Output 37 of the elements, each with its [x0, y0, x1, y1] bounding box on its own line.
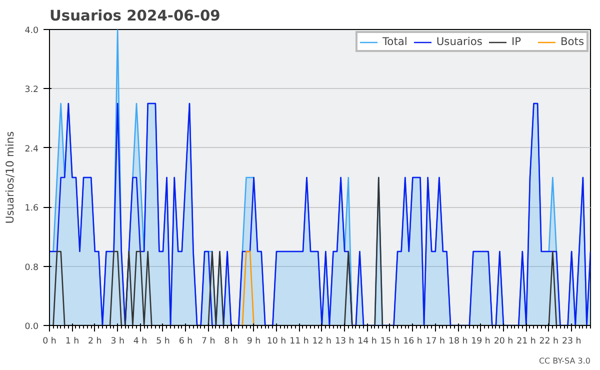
- x-tick-label: 22 h: [539, 336, 559, 346]
- x-tick-label: 21 h: [516, 336, 536, 346]
- x-tick-label: 19 h: [471, 336, 490, 346]
- x-tick-label: 23 h: [562, 336, 582, 346]
- y-axis-title: Usuarios/10 mins: [4, 130, 17, 224]
- legend-label: Usuarios: [436, 35, 482, 48]
- y-tick-label: 2.4: [24, 144, 39, 154]
- x-tick-label: 2 h: [88, 336, 102, 346]
- x-tick-label: 9 h: [246, 336, 261, 346]
- x-tick-label: 17 h: [426, 336, 446, 346]
- x-tick-label: 6 h: [178, 336, 193, 346]
- x-tick-label: 15 h: [380, 336, 400, 346]
- x-tick-label: 4 h: [133, 336, 148, 346]
- x-tick-label: 13 h: [334, 336, 354, 346]
- y-tick-label: 4.0: [24, 26, 39, 36]
- legend-label: Total: [382, 35, 408, 48]
- x-tick-label: 7 h: [202, 336, 216, 346]
- x-tick-label: 14 h: [358, 336, 377, 346]
- x-tick-label: 20 h: [494, 336, 514, 346]
- legend-label: Bots: [560, 35, 584, 48]
- x-tick-label: 11 h: [290, 336, 309, 346]
- x-tick-label: 1 h: [65, 336, 80, 346]
- x-tick-label: 5 h: [156, 336, 170, 346]
- y-tick-label: 0.8: [24, 262, 39, 273]
- x-tick-label: 10 h: [266, 336, 286, 346]
- text: CC BY-SA 3.0: [538, 356, 591, 366]
- y-tick-label: 1.6: [24, 204, 39, 214]
- x-tick-label: 0 h: [42, 336, 56, 346]
- x-tick-label: 18 h: [448, 336, 468, 346]
- x-tick-label: 16 h: [403, 336, 422, 346]
- x-tick-label: 3 h: [110, 336, 124, 346]
- chart-title: Usuarios 2024-06-09: [50, 8, 220, 24]
- legend-label: IP: [511, 35, 522, 48]
- y-tick-label: 0.0: [24, 322, 39, 332]
- y-tick-label: 3.2: [24, 85, 39, 96]
- x-tick-label: 8 h: [224, 336, 238, 346]
- x-tick-label: 12 h: [312, 336, 332, 346]
